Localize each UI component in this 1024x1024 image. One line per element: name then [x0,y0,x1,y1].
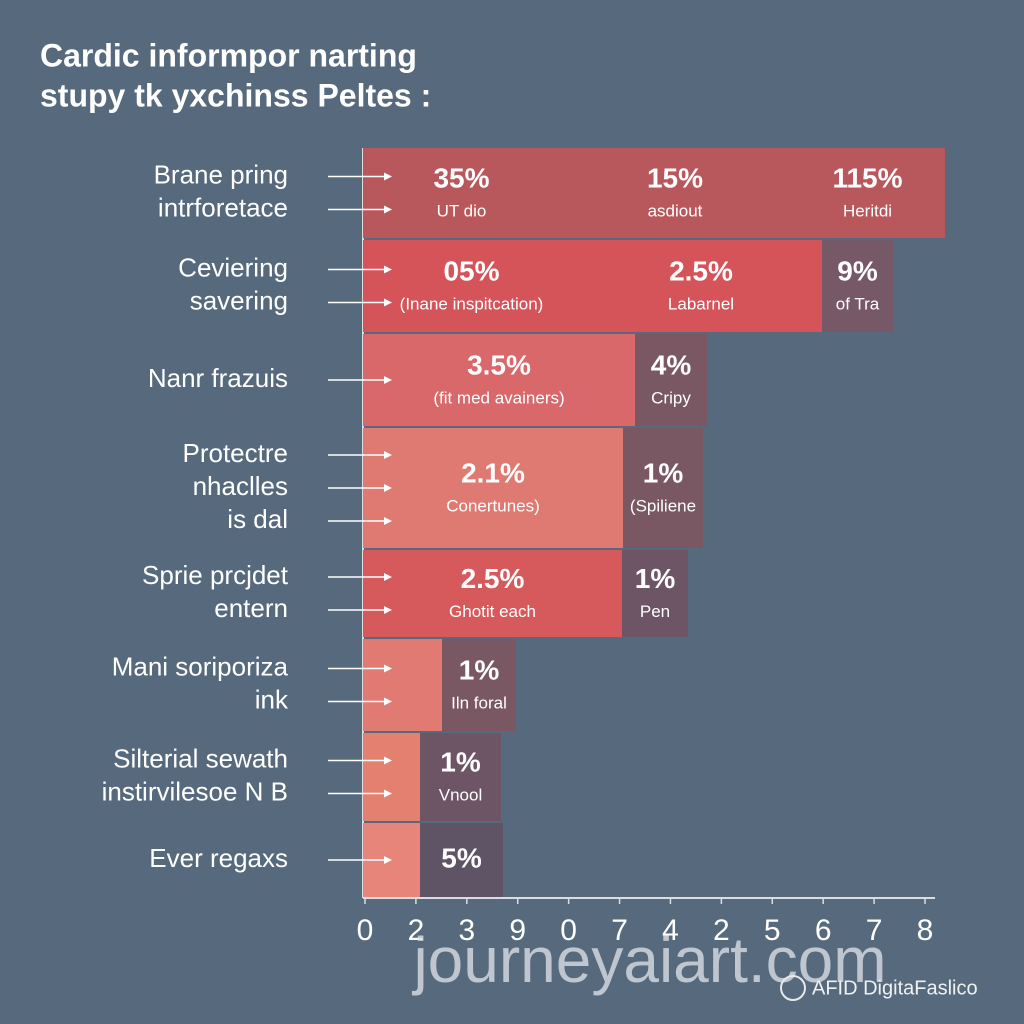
row-label: Ever regaxs [149,843,288,873]
badge-icon [780,975,806,1001]
title-line: stupy tk yxchinss Peltes : [40,77,431,113]
segment-note: asdiout [648,201,703,220]
segment-note: of Tra [836,294,880,313]
axis-label: 0 [560,914,577,947]
row-label: Nanr frazuis [148,363,288,393]
title-line: Cardic informpor narting [40,37,417,73]
axis-label: 9 [509,914,526,947]
segment-note: Cripy [651,388,691,407]
row-label: Silterial sewath [113,743,288,773]
row-label: savering [190,285,288,315]
rows: 35% UT dio 15% asdiout 115% Heritdi Brane prin… [102,148,945,897]
row-label: is dal [227,504,288,534]
segment-value: 2.5% [669,255,733,286]
bar-segment [790,148,945,238]
segment-value: 1% [643,457,684,488]
segment-value: 2.5% [461,563,525,594]
axis-label: 3 [458,914,475,947]
segment-value: 9% [837,255,878,286]
arrow-head [384,376,392,384]
arrow-head [384,265,392,274]
bar-segment [822,240,893,332]
row-label: Mani soriporiza [112,651,289,681]
segment-value: 3.5% [467,349,531,380]
bar-segment [580,240,822,332]
axis-label: 6 [815,914,832,947]
arrow-head [384,789,392,798]
bar-segment [363,639,442,731]
bar-segment [363,240,580,332]
watermark: journeyaiart.com [411,924,886,996]
arrow-head [384,451,392,459]
segment-note: Conertunes) [446,496,540,515]
bar-segment [363,550,622,637]
row-label: entern [214,593,288,623]
segment-value: 4% [651,349,692,380]
segment-value: 115% [832,162,902,193]
row-label: Protectre [183,438,289,468]
arrow-head [384,697,392,706]
segment-note: Iln foral [451,693,507,712]
bar-segment [420,733,501,821]
axis-label: 7 [611,914,628,947]
segment-value: 35% [433,162,489,193]
axis-label: 2 [408,914,425,947]
bar-segment [635,334,707,426]
segment-value: 1% [440,746,481,777]
segment-note: Heritdi [843,201,892,220]
bar-segment [623,428,703,548]
arrow-head [384,756,392,765]
segment-note: Pen [640,602,670,621]
bar-segment [560,148,790,238]
arrow-head [384,517,392,525]
arrow-head [384,484,392,492]
arrow-head [384,856,392,864]
row-label: Sprie prcjdet [142,560,289,590]
segment-note: (Inane inspitcation) [400,294,544,313]
segment-value: 1% [459,654,500,685]
arrow-head [384,205,392,214]
axis-label: 0 [357,914,374,947]
segment-value: 5% [441,842,482,873]
row-label: intrforetace [158,192,288,222]
arrow-head [384,573,392,581]
badge: AFID DigitaFaslico [812,977,978,999]
segment-note: UT dio [437,201,487,220]
row-label: nhaclles [193,471,288,501]
segment-note: Vnool [439,785,482,804]
bar-segment [363,428,623,548]
segment-note: (Spiliene [630,496,696,515]
axis-label: 5 [764,914,781,947]
bar-segment [442,639,516,731]
bar-segment [363,733,420,821]
segment-value: 1% [635,563,676,594]
row-label: Ceviering [178,252,288,282]
segment-value: 05% [443,255,499,286]
arrow-head [384,298,392,307]
row-label: instirvilesoe N B [102,776,288,806]
segment-note: Ghotit each [449,602,536,621]
axis-label: 2 [713,914,730,947]
arrow-head [384,664,392,673]
segment-note: (fit med avainers) [433,388,564,407]
row-label: ink [255,684,289,714]
bar-segment [363,148,560,238]
axis-label: 8 [917,914,934,947]
bar-segment [420,823,503,897]
segment-value: 15% [647,162,703,193]
arrow-head [384,172,392,181]
bar-segment [622,550,688,637]
axis-label: 4 [662,914,679,947]
segment-note: Labarnel [668,294,734,313]
row-label: Brane pring [154,159,288,189]
arrow-head [384,606,392,614]
axis-label: 7 [866,914,883,947]
segment-value: 2.1% [461,457,525,488]
bar-segment [363,334,635,426]
